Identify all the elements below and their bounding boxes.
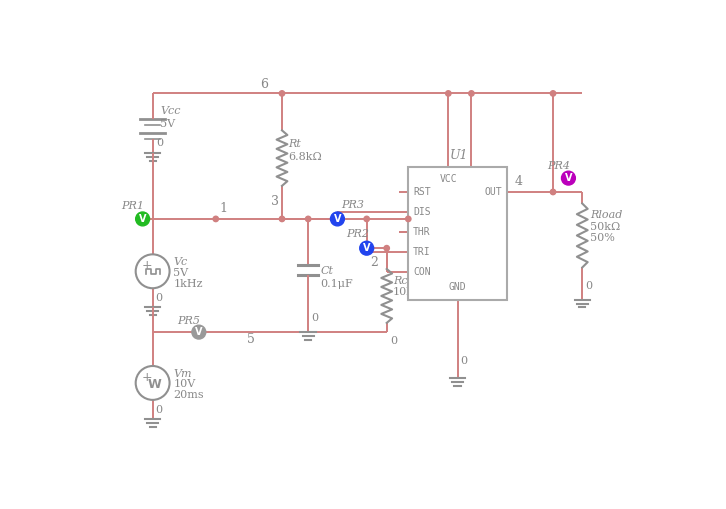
- Circle shape: [213, 216, 219, 221]
- Circle shape: [446, 91, 451, 96]
- Text: 5V: 5V: [174, 268, 189, 278]
- Text: 1: 1: [220, 202, 228, 215]
- Text: PR3: PR3: [341, 200, 364, 210]
- Text: 2: 2: [370, 256, 378, 269]
- Text: +: +: [141, 371, 152, 384]
- Text: GND: GND: [449, 282, 466, 293]
- Text: W: W: [147, 378, 161, 391]
- Text: 5V: 5V: [160, 119, 176, 129]
- Text: CON: CON: [413, 267, 431, 277]
- Text: 0: 0: [155, 405, 163, 415]
- Text: TRI: TRI: [413, 247, 431, 257]
- Text: Vcc: Vcc: [160, 106, 181, 116]
- Text: Rt: Rt: [288, 139, 301, 149]
- Text: PR1: PR1: [121, 201, 144, 211]
- Text: PR4: PR4: [547, 161, 570, 171]
- Circle shape: [561, 171, 575, 185]
- Circle shape: [384, 245, 389, 251]
- Text: +: +: [141, 260, 152, 272]
- Text: 6.8kΩ: 6.8kΩ: [288, 152, 322, 162]
- Circle shape: [330, 212, 344, 226]
- Text: Vc: Vc: [174, 257, 187, 267]
- Text: 0.1μF: 0.1μF: [320, 278, 354, 289]
- Text: 0: 0: [460, 356, 468, 366]
- Circle shape: [550, 91, 555, 96]
- Text: V: V: [195, 327, 203, 337]
- Text: 0: 0: [311, 313, 319, 323]
- Text: VCC: VCC: [439, 174, 457, 184]
- Circle shape: [406, 216, 411, 221]
- Text: 4: 4: [515, 175, 523, 188]
- Bar: [408, 166, 507, 300]
- Text: 0: 0: [155, 293, 163, 303]
- Circle shape: [280, 216, 285, 221]
- Text: OUT: OUT: [484, 187, 502, 197]
- Text: 20ms: 20ms: [174, 390, 204, 400]
- Text: 0: 0: [585, 281, 592, 291]
- Text: 10kΩ: 10kΩ: [393, 287, 423, 297]
- Circle shape: [364, 216, 370, 221]
- Text: 5: 5: [247, 333, 254, 346]
- Text: 0: 0: [390, 336, 397, 346]
- Text: Rctl: Rctl: [393, 275, 415, 286]
- Text: 1kHz: 1kHz: [174, 278, 203, 289]
- Text: RST: RST: [413, 187, 431, 197]
- Text: 6: 6: [261, 78, 269, 91]
- Circle shape: [192, 325, 205, 339]
- Text: Ct: Ct: [320, 266, 333, 276]
- Text: PR2: PR2: [347, 230, 370, 239]
- Text: 50kΩ: 50kΩ: [590, 221, 620, 232]
- Circle shape: [136, 212, 150, 226]
- Text: 0: 0: [157, 138, 163, 149]
- Text: V: V: [363, 243, 370, 253]
- Text: PR5: PR5: [177, 316, 200, 326]
- Text: THR: THR: [413, 227, 431, 237]
- Circle shape: [469, 91, 474, 96]
- Circle shape: [360, 241, 374, 255]
- Text: V: V: [565, 173, 572, 183]
- Text: 50%: 50%: [590, 233, 615, 243]
- Text: U1: U1: [450, 149, 468, 162]
- Text: 3: 3: [272, 195, 280, 209]
- Circle shape: [306, 216, 311, 221]
- Text: Vm: Vm: [174, 369, 192, 379]
- Text: DIS: DIS: [413, 207, 431, 217]
- Text: V: V: [334, 214, 341, 224]
- Circle shape: [550, 189, 555, 194]
- Text: V: V: [139, 214, 147, 224]
- Text: Rload: Rload: [590, 210, 622, 220]
- Text: 10V: 10V: [174, 380, 196, 389]
- Circle shape: [280, 91, 285, 96]
